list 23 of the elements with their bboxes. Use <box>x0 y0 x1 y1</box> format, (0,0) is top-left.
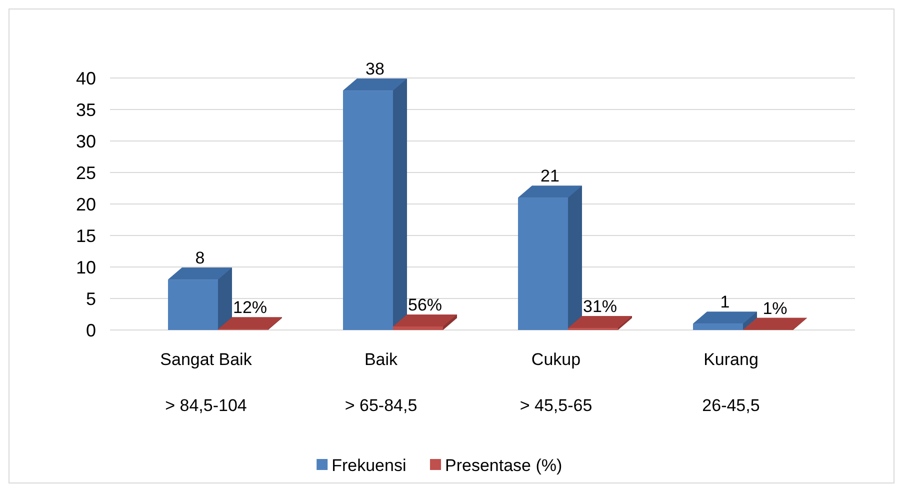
category-label: Cukup > 45,5-65 <box>520 350 592 415</box>
data-label: 1% <box>762 298 788 318</box>
data-label: 21 <box>540 166 560 186</box>
y-tick-label: 35 <box>76 100 96 120</box>
y-tick-label: 30 <box>76 131 96 152</box>
data-label: 38 <box>366 60 384 79</box>
category-label: Kurang 26-45,5 <box>702 350 760 415</box>
y-tick-label: 20 <box>76 194 96 214</box>
y-tick-label: 40 <box>76 68 96 88</box>
data-label: 1 <box>720 292 730 312</box>
category-label: Baik > 65-84,5 <box>344 350 418 415</box>
data-label: 8 <box>195 248 205 268</box>
legend-label: Presentase (%) <box>445 456 562 475</box>
y-tick-label: 10 <box>76 257 96 278</box>
y-tick-label: 15 <box>76 226 96 246</box>
data-label: 31% <box>582 297 618 316</box>
y-tick-label: 5 <box>86 288 96 309</box>
y-tick-label: 25 <box>76 162 96 183</box>
data-label: 56% <box>408 295 442 314</box>
data-label: 12% <box>232 298 268 318</box>
category-label: Sangat Baik > 84,5-104 <box>160 350 252 415</box>
y-tick-label: 0 <box>86 320 96 340</box>
legend-label: Frekuensi <box>332 456 406 475</box>
